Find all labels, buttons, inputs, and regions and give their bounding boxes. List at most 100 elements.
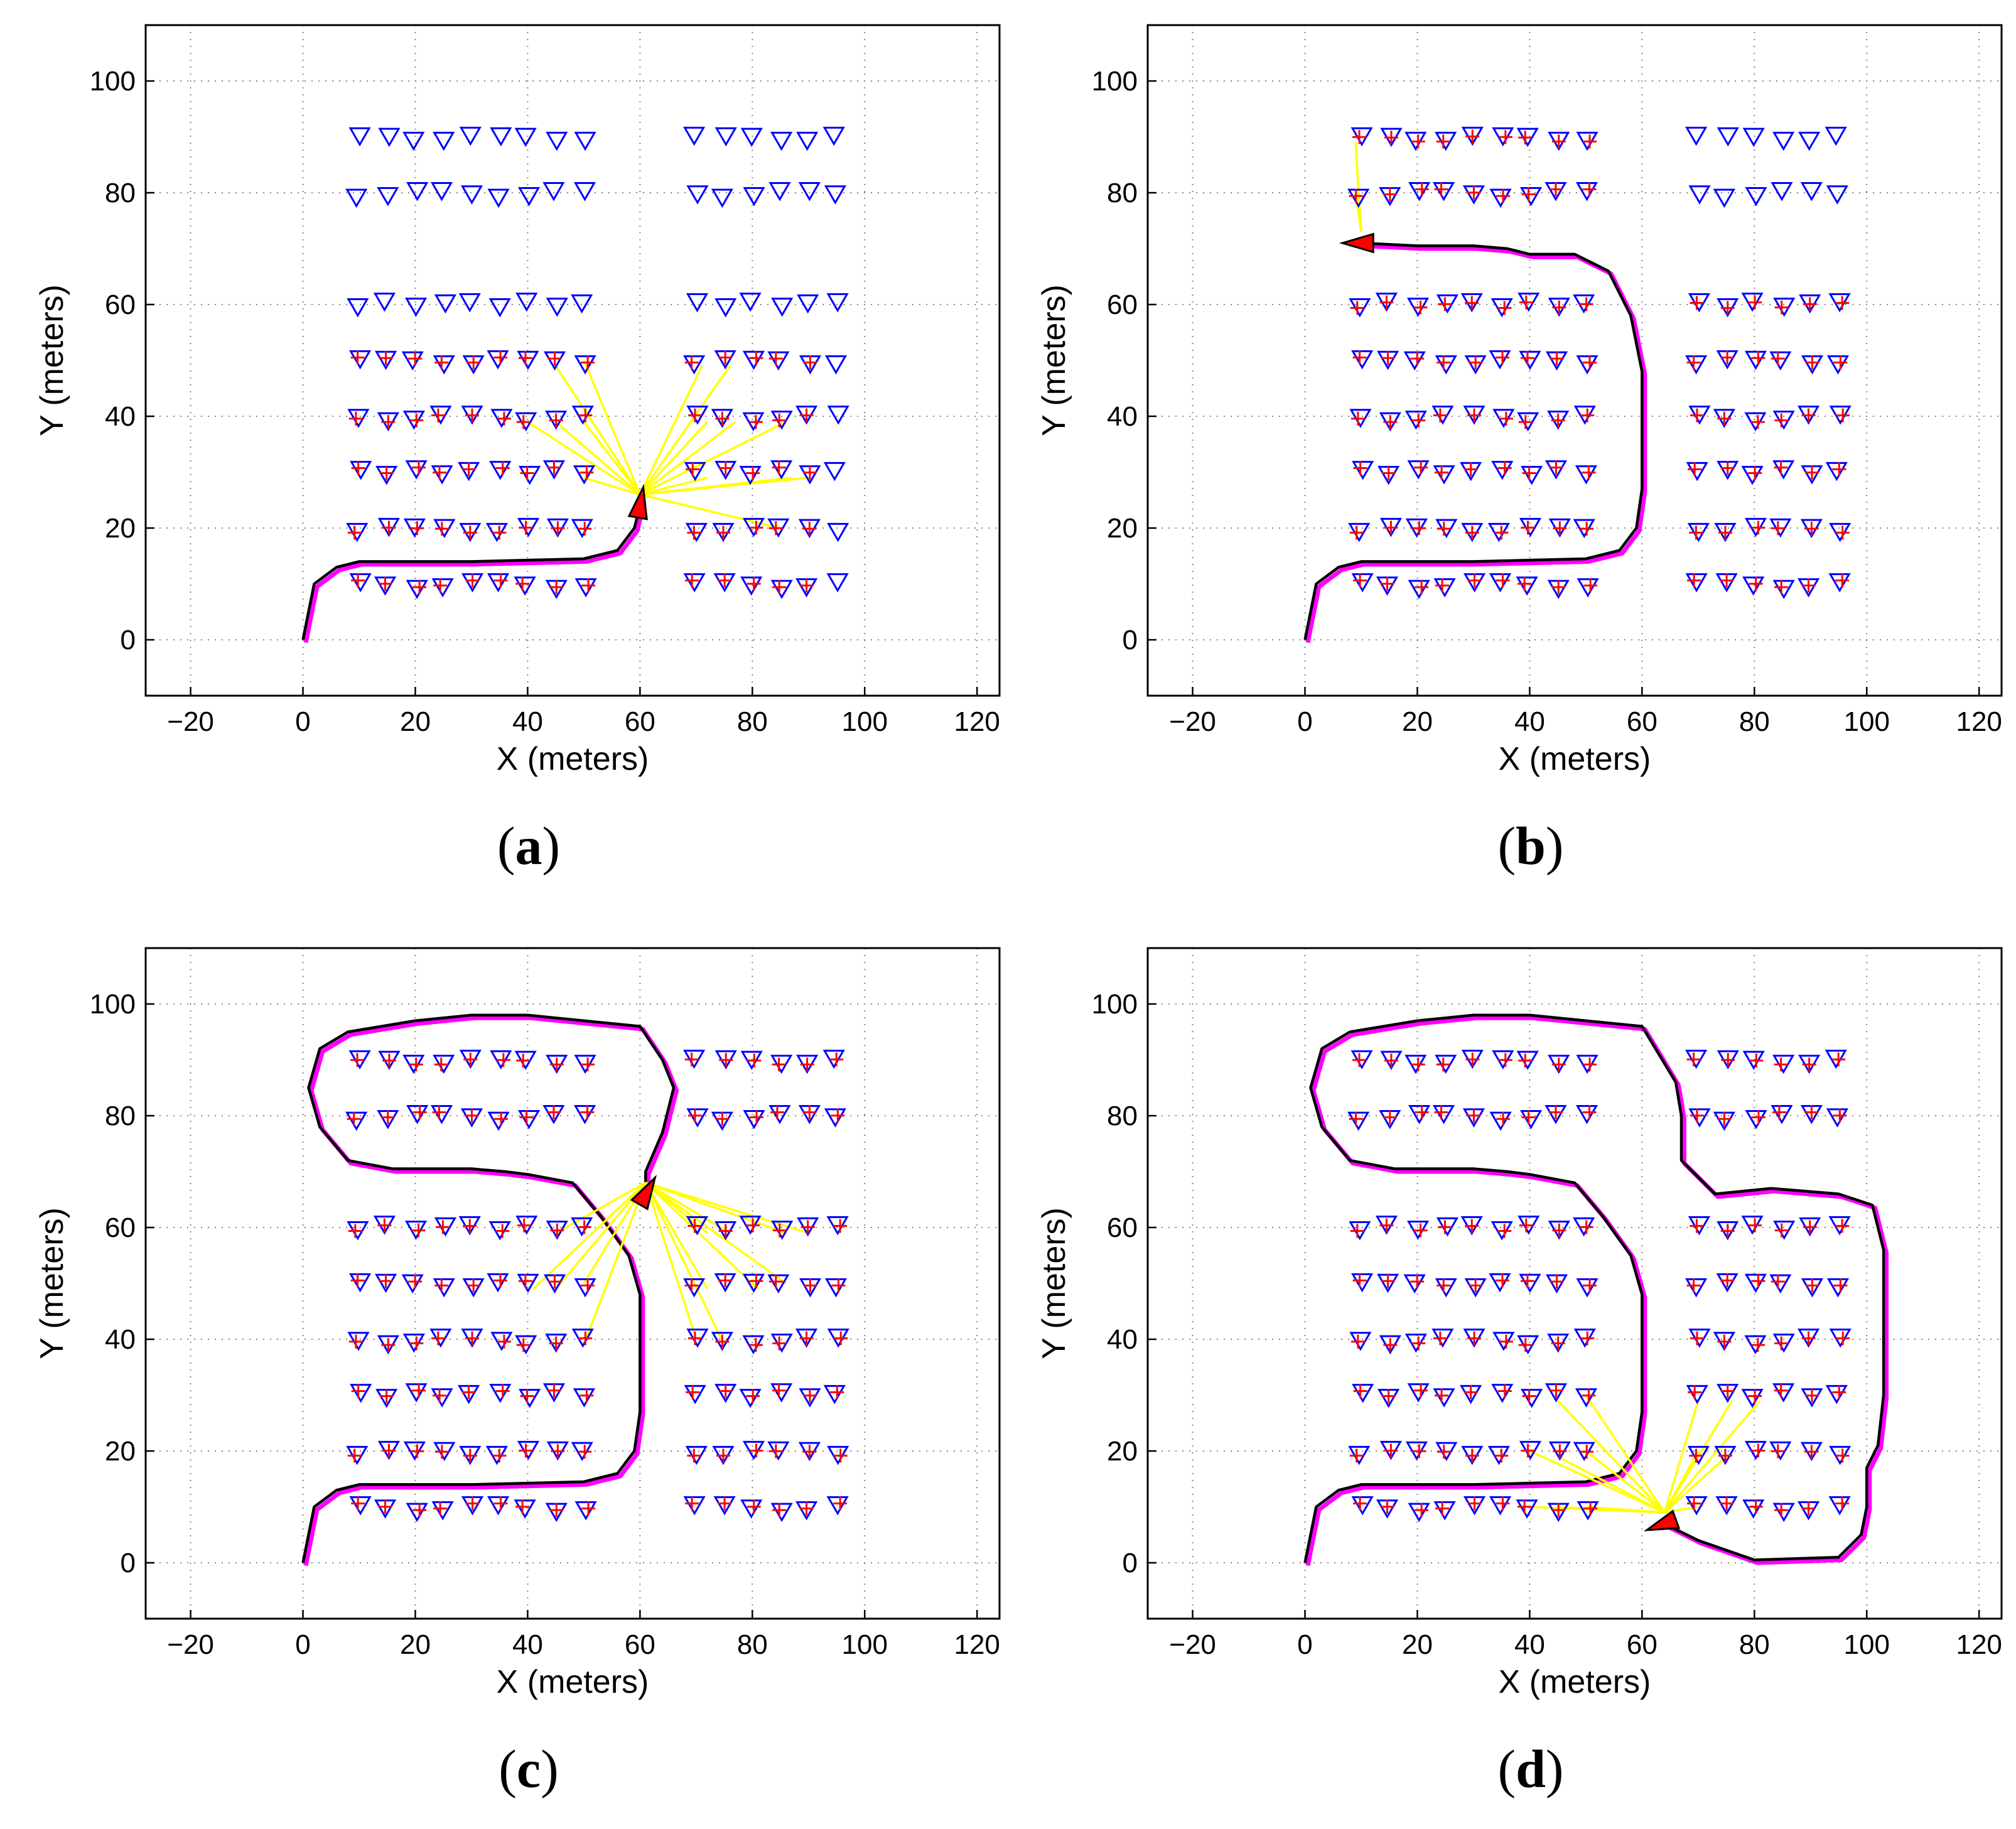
observation-line — [1585, 1506, 1665, 1514]
landmark-estimate — [1801, 1501, 1816, 1516]
landmark-estimate — [1690, 1108, 1704, 1123]
landmark-marker — [823, 461, 846, 482]
landmark-marker — [1407, 1383, 1430, 1403]
landmark-estimate — [350, 1053, 365, 1067]
observation-line — [1663, 1400, 1700, 1513]
landmark-estimate — [1517, 1499, 1532, 1514]
landmark-estimate — [1494, 1449, 1509, 1463]
landmark-marker — [406, 1503, 428, 1523]
landmark-estimate — [1748, 295, 1762, 310]
landmark-marker — [770, 1503, 793, 1523]
observation-line — [639, 421, 709, 495]
landmark-estimate — [1467, 1496, 1482, 1511]
landmark-estimate — [1774, 1057, 1788, 1072]
landmark-marker — [573, 1104, 596, 1125]
landmark-estimate — [1720, 1224, 1735, 1238]
landmark-estimate — [718, 1496, 732, 1511]
landmark-marker — [1576, 355, 1598, 375]
landmark-estimate — [687, 1331, 702, 1346]
landmark-estimate — [1835, 1449, 1850, 1463]
landmark-estimate — [551, 1444, 565, 1459]
landmark-estimate — [1518, 1054, 1533, 1068]
landmark-marker — [458, 293, 481, 313]
landmark-estimate — [1350, 411, 1365, 426]
landmark-marker — [1408, 580, 1430, 600]
landmark-estimate — [686, 1385, 700, 1400]
landmark-marker — [1828, 1496, 1851, 1516]
x-tick-label: 0 — [295, 1629, 310, 1660]
landmark-estimate — [1465, 1449, 1479, 1463]
landmark-estimate — [1687, 1496, 1701, 1511]
landmark-marker — [1772, 1503, 1795, 1523]
landmark-marker — [487, 188, 510, 208]
landmark-estimate — [1835, 296, 1850, 310]
x-tick-label: 80 — [1739, 1629, 1770, 1660]
x-tick-label: 40 — [512, 706, 543, 737]
landmark-estimate — [461, 462, 476, 477]
landmark-estimate — [718, 350, 733, 365]
landmark-estimate — [382, 1443, 396, 1458]
landmark-estimate — [1497, 301, 1512, 315]
landmark-estimate — [750, 1110, 763, 1125]
x-tick-label: 100 — [842, 706, 888, 737]
landmark-estimate — [1690, 408, 1704, 423]
landmark-estimate — [1381, 466, 1396, 480]
landmark-estimate — [803, 1278, 817, 1293]
landmark-estimate — [802, 1388, 817, 1403]
landmark-estimate — [495, 1384, 510, 1398]
landmark-estimate — [718, 1224, 733, 1238]
landmark-estimate — [497, 411, 511, 426]
observation-line — [527, 421, 641, 496]
landmark-estimate — [1435, 1501, 1450, 1516]
landmark-estimate — [1748, 466, 1762, 480]
landmark-estimate — [746, 1218, 760, 1233]
landmark-marker — [519, 466, 541, 485]
observation-line — [644, 1182, 709, 1290]
landmark-estimate — [1720, 301, 1735, 315]
landmark-estimate — [1771, 521, 1785, 536]
landmark-marker — [1351, 1273, 1374, 1293]
landmark-estimate — [1499, 411, 1513, 426]
landmark-marker — [824, 185, 846, 205]
landmark-estimate — [1433, 408, 1447, 423]
landmark-marker — [1798, 131, 1821, 151]
landmark-estimate — [716, 1449, 730, 1463]
landmark-marker — [1826, 185, 1848, 205]
landmark-estimate — [1521, 1443, 1535, 1458]
landmark-estimate — [1520, 1274, 1534, 1288]
landmark-marker — [373, 293, 396, 312]
landmark-estimate — [1774, 1336, 1789, 1351]
landmark-estimate — [1689, 1449, 1703, 1463]
observation-line — [644, 1182, 698, 1340]
axes-frame — [1146, 947, 2003, 1620]
landmark-estimate — [685, 1496, 699, 1511]
landmark-estimate — [1498, 130, 1512, 144]
landmark-estimate — [347, 1449, 362, 1463]
landmark-estimate — [1465, 296, 1479, 310]
landmark-estimate — [493, 1496, 508, 1511]
landmark-estimate — [1550, 352, 1564, 366]
landmark-estimate — [1580, 522, 1594, 536]
landmark-marker — [743, 186, 765, 207]
landmark-marker — [1745, 1109, 1767, 1130]
landmark-estimate — [802, 1105, 817, 1120]
x-tick-label: 80 — [1739, 706, 1770, 737]
x-tick-label: 60 — [625, 706, 655, 737]
landmark-estimate — [1549, 1383, 1563, 1398]
landmark-marker — [350, 461, 372, 480]
landmark-estimate — [1833, 355, 1848, 370]
landmark-marker — [542, 181, 565, 202]
landmark-marker — [401, 351, 424, 371]
x-tick-label: 0 — [295, 706, 310, 737]
landmark-marker — [431, 1501, 454, 1521]
robot-pose-marker — [630, 1174, 657, 1211]
landmark-estimate — [687, 526, 701, 540]
landmark-marker — [574, 1278, 596, 1298]
landmark-marker — [822, 126, 845, 146]
landmark-marker — [514, 127, 537, 148]
landmark-estimate — [348, 1334, 363, 1349]
landmark-estimate — [1350, 1334, 1365, 1349]
landmark-marker — [1826, 355, 1850, 375]
landmark-estimate — [518, 1274, 532, 1288]
landmark-estimate — [1720, 573, 1734, 588]
